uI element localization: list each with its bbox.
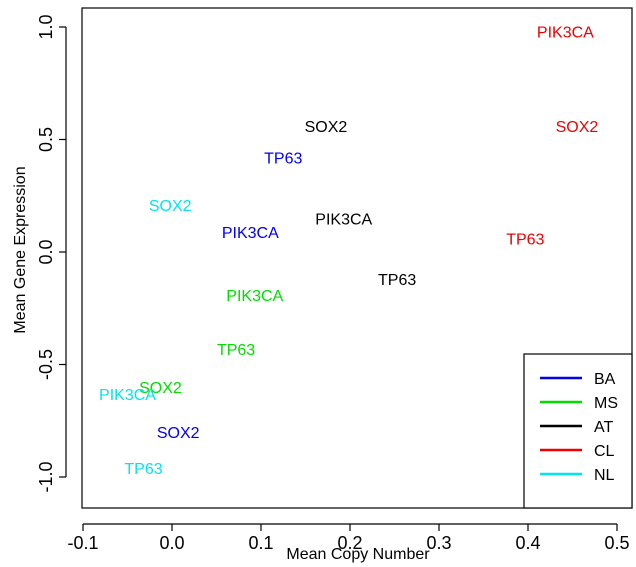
x-tick-label: -0.1 [67, 533, 98, 553]
point-label-cl-sox2: SOX2 [556, 119, 599, 136]
y-tick-label: 1.0 [36, 14, 56, 39]
y-tick-label: 0.0 [36, 239, 56, 264]
legend-label-ms: MS [594, 395, 618, 412]
data-labels: TP63PIK3CASOX2PIK3CATP63SOX2SOX2PIK3CATP… [99, 25, 598, 479]
point-label-ba-sox2: SOX2 [157, 425, 200, 442]
point-label-at-sox2: SOX2 [305, 119, 348, 136]
x-tick-label: 0.5 [604, 533, 629, 553]
legend-label-cl: CL [594, 443, 615, 460]
point-label-ba-tp63: TP63 [264, 151, 302, 168]
x-axis-label: Mean Copy Number [286, 546, 430, 563]
axes: -0.1 0.0 0.1 0.2 0.3 0.4 0.5 -1.0 -0.5 0.0 0.5 1.0 [36, 14, 630, 553]
point-label-ms-tp63: TP63 [217, 342, 255, 359]
legend-box [523, 353, 633, 509]
y-axis-label: Mean Gene Expression [12, 166, 29, 333]
point-label-ba-pik3ca: PIK3CA [222, 225, 279, 242]
point-label-at-tp63: TP63 [378, 272, 416, 289]
point-label-ms-pik3ca: PIK3CA [226, 288, 283, 305]
x-tick-label: 0.1 [248, 533, 273, 553]
point-label-ms-sox2: SOX2 [139, 380, 182, 397]
x-tick-label: 0.4 [515, 533, 540, 553]
legend: BA MS AT CL NL [523, 353, 633, 509]
point-label-nl-pik3ca: PIK3CA [99, 387, 156, 404]
y-tick-label: -0.5 [36, 349, 56, 380]
plot-area [81, 7, 633, 509]
x-tick-label: 0.2 [337, 533, 362, 553]
point-label-cl-pik3ca: PIK3CA [537, 25, 594, 42]
legend-label-nl: NL [594, 467, 615, 484]
point-label-nl-tp63: TP63 [124, 461, 162, 478]
point-label-cl-tp63: TP63 [506, 232, 544, 249]
y-tick-label: -1.0 [36, 461, 56, 492]
point-label-nl-sox2: SOX2 [149, 198, 192, 215]
x-tick-label: 0.3 [426, 533, 451, 553]
legend-label-at: AT [594, 419, 613, 436]
point-label-at-pik3ca: PIK3CA [315, 211, 372, 228]
legend-label-ba: BA [594, 371, 616, 388]
x-tick-label: 0.0 [159, 533, 184, 553]
y-tick-label: 0.5 [36, 127, 56, 152]
